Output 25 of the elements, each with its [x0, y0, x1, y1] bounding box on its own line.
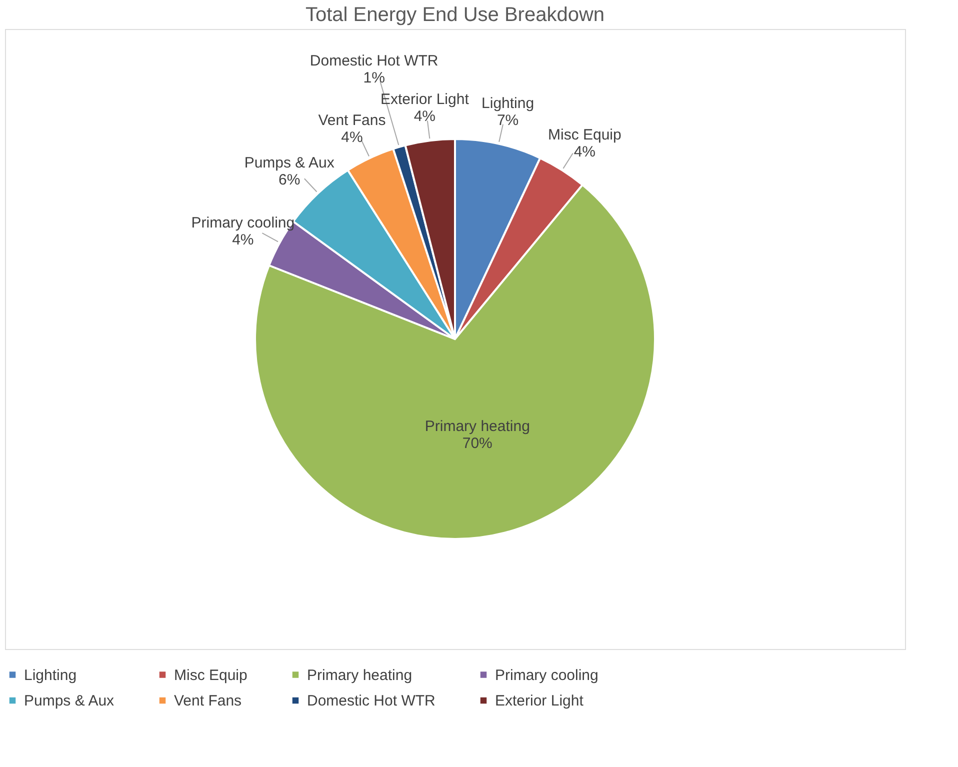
slice-label: Primary cooling: [191, 214, 295, 232]
data-label: 70%: [462, 435, 492, 452]
data-label: 7%: [496, 112, 519, 129]
data-label: 6%: [278, 172, 300, 189]
legend-label: Vent Fans: [174, 692, 242, 710]
slice-label: Pumps & Aux: [244, 154, 335, 172]
data-label: 4%: [341, 129, 363, 146]
data-label: 4%: [414, 108, 436, 125]
slice-label: Vent Fans: [318, 112, 386, 130]
legend-label: Primary heating: [307, 666, 412, 684]
data-label: 1%: [363, 70, 385, 87]
slice-label: Lighting: [482, 94, 534, 112]
data-label: 4%: [232, 231, 254, 248]
legend-label: Primary cooling: [495, 666, 598, 684]
slice-label: Misc Equip: [548, 126, 622, 144]
chart-title: Total Energy End Use Breakdown: [305, 4, 605, 26]
data-label: 4%: [574, 144, 596, 161]
legend-label: Pumps & Aux: [24, 692, 115, 710]
legend-label: Exterior Light: [495, 692, 584, 710]
slice-label: Exterior Light: [380, 90, 470, 108]
legend-label: Domestic Hot WTR: [307, 692, 436, 710]
slice-label: Domestic Hot WTR: [310, 52, 438, 70]
slice-label: Primary heating: [424, 418, 530, 436]
legend-label: Misc Equip: [174, 666, 248, 684]
legend-label: Lighting: [24, 666, 77, 684]
